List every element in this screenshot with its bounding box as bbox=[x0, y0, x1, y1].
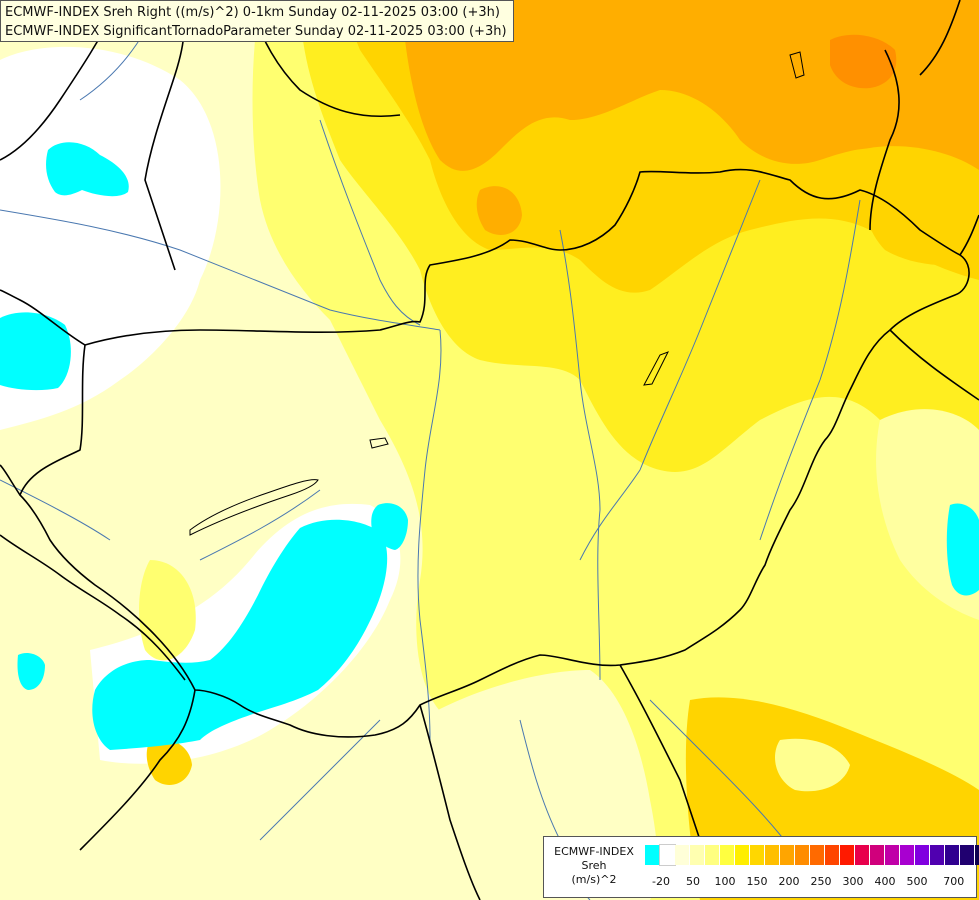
title-line-stp: ECMWF-INDEX SignificantTornadoParameter … bbox=[5, 24, 507, 39]
field-dark-orange-patch bbox=[830, 34, 897, 89]
legend-swatches bbox=[645, 844, 979, 866]
legend-swatch bbox=[915, 845, 930, 865]
legend-tick-label: 150 bbox=[746, 875, 768, 888]
legend-swatch bbox=[885, 845, 900, 865]
map-title-box: ECMWF-INDEX Sreh Right ((m/s)^2) 0-1km S… bbox=[0, 0, 514, 42]
legend-tick-label: 50 bbox=[686, 875, 700, 888]
legend-ticks: -20 50 100 150 200 250 300 400 500 700 bbox=[645, 875, 975, 889]
legend-swatch bbox=[810, 845, 825, 865]
legend-swatch bbox=[840, 845, 855, 865]
field-yellow-southwest bbox=[138, 560, 196, 661]
legend-swatch bbox=[765, 845, 780, 865]
title-line-sreh: ECMWF-INDEX Sreh Right ((m/s)^2) 0-1km S… bbox=[5, 5, 500, 20]
legend-tick-label: 300 bbox=[842, 875, 864, 888]
field-cyan-east bbox=[946, 503, 979, 596]
legend-variable: Sreh bbox=[581, 859, 607, 872]
legend-swatch bbox=[735, 845, 750, 865]
legend-tick-label: 100 bbox=[714, 875, 736, 888]
field-cyan-west bbox=[0, 312, 71, 391]
legend-swatch bbox=[945, 845, 960, 865]
legend-swatch bbox=[795, 845, 810, 865]
legend-swatch bbox=[900, 845, 915, 865]
field-cyan-northwest bbox=[46, 142, 129, 197]
legend-swatch bbox=[645, 845, 660, 865]
legend-unit: (m/s)^2 bbox=[571, 873, 617, 886]
legend-swatch bbox=[705, 845, 720, 865]
field-cyan-lake-region bbox=[92, 519, 388, 750]
legend-tick-label: 250 bbox=[810, 875, 832, 888]
legend-swatch bbox=[690, 845, 705, 865]
legend-tick-label: 700 bbox=[943, 875, 965, 888]
legend-swatch bbox=[675, 845, 690, 865]
field-cyan-small-west bbox=[17, 653, 45, 690]
legend-swatch bbox=[780, 845, 795, 865]
legend-tick-label: 200 bbox=[778, 875, 800, 888]
legend-label: ECMWF-INDEX Sreh (m/s)^2 bbox=[546, 845, 642, 887]
field-orange-patch-center bbox=[476, 186, 522, 235]
legend-swatch bbox=[825, 845, 840, 865]
legend-title: ECMWF-INDEX bbox=[554, 845, 634, 858]
legend-swatch bbox=[960, 845, 975, 865]
field-gold-southwest-spot bbox=[146, 738, 192, 785]
legend-swatch bbox=[750, 845, 765, 865]
field-pale-southeast-core bbox=[775, 738, 850, 792]
legend-tick-label: 500 bbox=[906, 875, 928, 888]
field-gold-east bbox=[858, 146, 979, 266]
color-legend: ECMWF-INDEX Sreh (m/s)^2 -20 50 100 150 200 2… bbox=[543, 836, 979, 898]
legend-swatch bbox=[870, 845, 885, 865]
field-cyan-northeast-strip bbox=[371, 503, 408, 550]
legend-tick-label: 400 bbox=[874, 875, 896, 888]
legend-swatch bbox=[720, 845, 735, 865]
legend-swatch bbox=[975, 845, 979, 865]
legend-swatch bbox=[659, 844, 676, 866]
legend-swatch bbox=[855, 845, 870, 865]
legend-swatch bbox=[930, 845, 945, 865]
lakes bbox=[189, 51, 805, 536]
legend-tick-label: -20 bbox=[652, 875, 670, 888]
border-hungary bbox=[19, 168, 970, 738]
